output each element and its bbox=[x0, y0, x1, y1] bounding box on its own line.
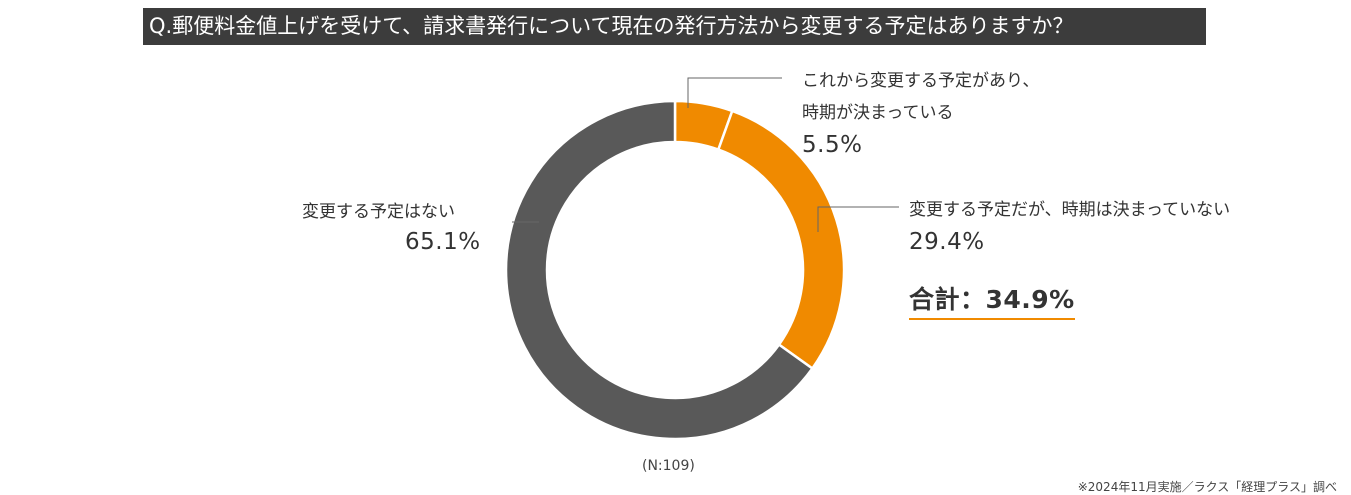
chart-title: Q.郵便料金値上げを受けて、請求書発行について現在の発行方法から変更する予定はあ… bbox=[143, 8, 1206, 45]
slice-label-decided-line1: これから変更する予定があり、 bbox=[802, 71, 1040, 91]
slice-label-undecided: 変更する予定だが、時期は決まっていない bbox=[909, 200, 1231, 220]
slice-label-none: 変更する予定はない bbox=[302, 202, 455, 222]
source-note: ※2024年11月実施／ラクス「経理プラス」調べ bbox=[1077, 480, 1337, 494]
sample-size: (N:109) bbox=[642, 458, 695, 474]
donut-slices bbox=[504, 99, 846, 441]
slice-value-undecided: 29.4% bbox=[909, 229, 985, 255]
slice-value-none: 65.1% bbox=[405, 229, 481, 255]
total-label: 合計：34.9% bbox=[909, 280, 1075, 320]
donut-slice-none bbox=[504, 99, 815, 441]
leader-lines bbox=[512, 77, 899, 232]
leader-line-decided bbox=[687, 77, 782, 108]
slice-value-decided: 5.5% bbox=[802, 132, 863, 158]
slice-label-decided-line2: 時期が決まっている bbox=[802, 103, 954, 123]
leader-line-undecided bbox=[817, 206, 899, 232]
